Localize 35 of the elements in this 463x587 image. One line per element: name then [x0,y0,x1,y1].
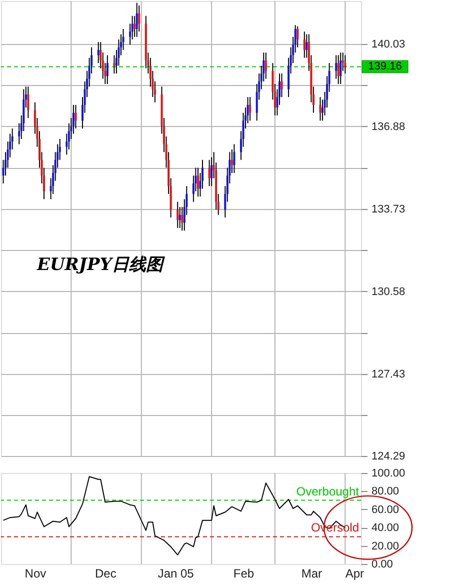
candlestick [27,86,30,119]
ref-line-label: Overbought [296,484,360,498]
y-tick-label: 140.03 [372,38,406,50]
y-tick-label: 127.43 [372,368,406,380]
y-tick-label: 0.00 [372,558,393,570]
candlestick [136,2,138,38]
x-tick-label: Apr [345,566,364,580]
x-tick-label: Feb [233,566,254,580]
candlestick [344,54,346,74]
y-tick-label: 124.29 [372,450,406,462]
candlestick [337,54,340,84]
x-tick-label: Jan 05 [158,566,194,580]
candlestick [340,52,342,84]
annotation: EURJPY日线图 [36,255,165,275]
ref-line-label: 139.16 [368,60,402,73]
y-tick-label: 80.00 [372,486,400,498]
y-tick-label: 40.00 [372,522,400,534]
x-tick-label: Dec [94,566,116,580]
y-tick-label: 20.00 [372,540,400,552]
candlestick [196,167,199,198]
candlestick [208,159,210,187]
y-tick-label: 136.88 [372,120,406,133]
y-tick-label: 130.58 [372,286,406,298]
y-tick-label: 60.00 [372,504,400,516]
candlestick [176,201,179,228]
candlestick [319,96,322,122]
candlestick [249,96,252,122]
candlestick [233,144,236,174]
x-tick-label: Mar [301,566,322,580]
x-tick-label: Nov [24,566,46,580]
y-tick-label: 133.73 [372,203,406,216]
candlestick [264,52,267,80]
candlestick [106,54,108,84]
y-tick-label: 100.00 [372,468,406,480]
candlestick [303,31,306,58]
